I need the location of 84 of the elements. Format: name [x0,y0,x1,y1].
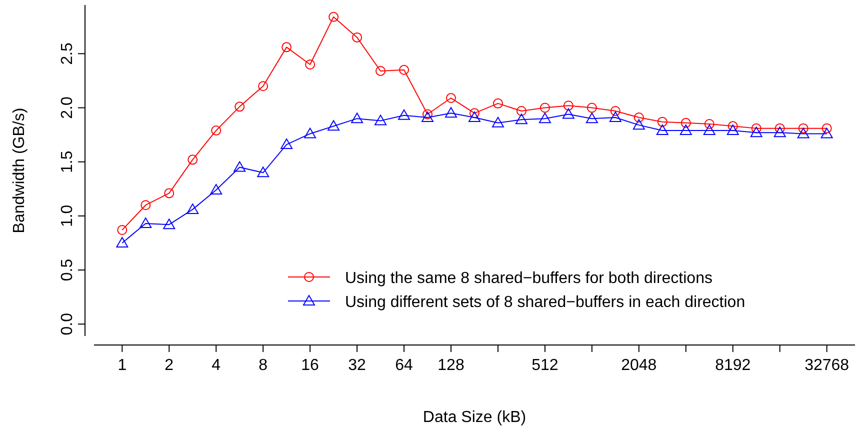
x-tick-label: 8192 [715,357,751,374]
point [751,123,762,134]
point [140,218,152,228]
point [492,116,504,128]
point [328,120,340,131]
point [610,106,620,116]
point [116,236,128,248]
point [352,32,362,42]
x-tick-label: 512 [532,357,558,374]
x-tick-label: 2048 [621,357,657,374]
point [680,118,691,128]
x-tick-label: 1 [118,357,127,374]
x-tick-label: 2 [164,357,174,374]
point [140,200,151,210]
x-tick-label: 32 [348,357,366,374]
point [632,119,645,130]
point [280,138,293,150]
point [563,100,574,111]
point [305,59,316,70]
point [163,218,176,230]
point [540,102,550,113]
point [258,81,268,92]
point [398,109,410,120]
y-tick-label: 1.0 [59,204,76,228]
point [516,106,526,116]
point [680,124,692,135]
point [376,66,386,76]
point [797,128,810,138]
point [468,111,480,122]
point [117,224,128,235]
point [445,107,457,118]
point [469,108,480,118]
point [703,124,716,135]
point [562,108,574,119]
point [234,161,246,172]
point [446,93,456,104]
y-tick-label: 2.0 [59,96,76,119]
legend-label: Using different sets of 8 shared−buffers in each direction [345,294,746,311]
x-tick-label: 64 [395,357,414,374]
point [728,121,738,132]
point [422,111,434,122]
point [422,109,433,120]
point [634,112,644,122]
point [328,12,339,22]
point [822,123,832,134]
point [586,112,598,124]
y-tick-label: 2.5 [59,42,76,65]
point [164,188,174,198]
point [538,112,551,124]
x-tick-label: 16 [301,357,320,374]
point [750,126,762,138]
point [257,166,270,178]
point [492,98,503,108]
point [774,126,786,138]
point [211,125,222,136]
point [586,102,597,113]
x-tick-label: 32768 [804,357,850,374]
point [351,112,364,124]
y-axis-title: Bandwidth (GB/s) [11,108,28,234]
point [657,116,668,127]
x-tick-label: 128 [438,357,464,374]
point [210,184,222,194]
point [798,123,808,134]
point [726,124,739,135]
point [304,128,316,138]
point [704,118,714,129]
point [399,64,410,75]
x-tick-label: 8 [258,357,268,374]
x-axis-title: Data Size (kB) [422,409,526,426]
point [515,114,528,124]
point [656,124,668,135]
point [186,203,199,214]
point [820,128,833,138]
x-tick-label: 4 [212,357,221,374]
legend-label: Using the same 8 shared−buffers for both directions [345,270,712,287]
point [374,114,387,126]
y-tick-label: 0.5 [59,258,76,282]
point [188,154,198,165]
point [609,111,622,122]
point [234,102,245,112]
y-tick-label: 0.0 [59,312,76,336]
point [774,123,785,134]
y-tick-label: 1.5 [59,150,76,173]
point [282,42,292,52]
